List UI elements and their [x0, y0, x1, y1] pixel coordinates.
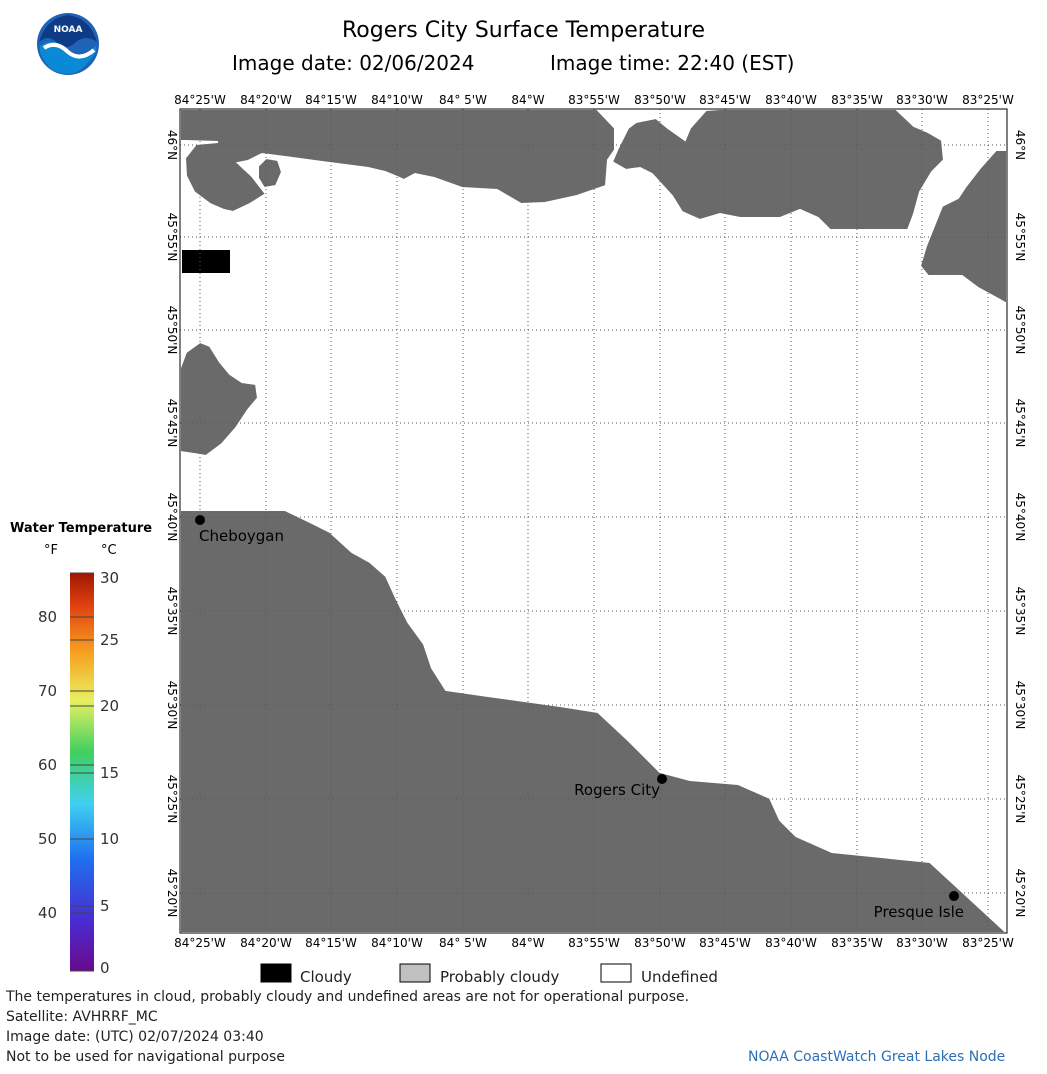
unit-celsius: °C — [101, 543, 117, 558]
satellite-text: Satellite: AVHRRF_MC — [6, 1009, 158, 1025]
lat-label: 46°N — [165, 130, 179, 160]
legend-box-cloudy — [260, 963, 292, 983]
lat-label: 45°45'N — [1013, 399, 1027, 448]
nav-warning-text: Not to be used for navigational purpose — [6, 1049, 285, 1065]
legend-box-undefined — [600, 963, 632, 983]
disclaimer-text: The temperatures in cloud, probably clou… — [6, 989, 690, 1005]
lon-label: 84°20'W — [240, 936, 292, 950]
lon-label: 83°55'W — [568, 93, 620, 107]
lat-label: 45°55'N — [1013, 213, 1027, 262]
credit-text: NOAA CoastWatch Great Lakes Node — [748, 1049, 1006, 1065]
noaa-logo-icon: NOAA — [37, 13, 99, 75]
lon-label: 84°W — [511, 93, 544, 107]
f-tick: 40 — [38, 904, 58, 922]
lat-label: 45°35'N — [1013, 587, 1027, 636]
lat-label: 45°35'N — [165, 587, 179, 636]
lat-label: 45°30'N — [165, 681, 179, 730]
image-time: Image time: 22:40 (EST) — [550, 51, 795, 75]
lon-label: 84°15'W — [305, 93, 357, 107]
lon-label: 83°45'W — [699, 936, 751, 950]
lon-label: 84° 5'W — [439, 93, 487, 107]
f-tick: 80 — [38, 608, 58, 626]
lon-label: 83°50'W — [634, 93, 686, 107]
legend-label-undefined: Undefined — [641, 968, 718, 986]
lat-label: 46°N — [1013, 130, 1027, 160]
land-north-east — [918, 149, 1008, 306]
lon-labels-top: 84°25'W 84°20'W 84°15'W 84°10'W 84° 5'W … — [174, 93, 1014, 107]
cloud-patch — [182, 250, 230, 273]
lon-label: 83°25'W — [962, 936, 1014, 950]
c-tick: 15 — [100, 764, 120, 782]
lon-label: 83°55'W — [568, 936, 620, 950]
f-tick: 70 — [38, 682, 58, 700]
city-dot-cheboygan — [195, 515, 205, 525]
lat-label: 45°25'N — [1013, 775, 1027, 824]
lon-label: 83°45'W — [699, 93, 751, 107]
graticule — [180, 109, 1007, 933]
lat-label: 45°40'N — [1013, 493, 1027, 542]
lat-label: 45°40'N — [165, 493, 179, 542]
f-tick: 60 — [38, 756, 58, 774]
lat-label: 45°20'N — [1013, 869, 1027, 918]
city-label-rogers-city: Rogers City — [574, 781, 660, 799]
c-tick: 25 — [100, 631, 120, 649]
f-tick: 50 — [38, 830, 58, 848]
lon-label: 84°20'W — [240, 93, 292, 107]
lon-label: 83°30'W — [896, 93, 948, 107]
city-label-presque-isle: Presque Isle — [874, 903, 964, 921]
lat-labels-left: 46°N 45°55'N 45°50'N 45°45'N 45°40'N 45°… — [165, 130, 179, 918]
city-label-cheboygan: Cheboygan — [199, 527, 284, 545]
c-tick: 0 — [100, 959, 110, 977]
color-scale-ticks — [70, 572, 94, 972]
land-islet — [257, 156, 284, 190]
lon-label: 84°25'W — [174, 93, 226, 107]
lat-label: 45°30'N — [1013, 681, 1027, 730]
noaa-logo-text: NOAA — [54, 25, 83, 35]
lon-label: 84°25'W — [174, 936, 226, 950]
c-tick: 10 — [100, 830, 120, 848]
legend-box-probably-cloudy — [399, 963, 431, 983]
lon-label: 83°50'W — [634, 936, 686, 950]
unit-fahrenheit: °F — [44, 543, 58, 558]
land-bois-blanc-island — [179, 340, 260, 458]
image-date: Image date: 02/06/2024 — [232, 51, 475, 75]
city-dot-presque-isle — [949, 891, 959, 901]
land-north-center — [610, 108, 946, 231]
lat-label: 45°50'N — [165, 306, 179, 355]
c-tick: 30 — [100, 569, 120, 587]
lat-label: 45°25'N — [165, 775, 179, 824]
lon-label: 83°40'W — [765, 936, 817, 950]
land-north-west — [179, 108, 616, 214]
lon-label: 83°35'W — [831, 93, 883, 107]
legend-label-cloudy: Cloudy — [300, 968, 352, 986]
city-dot-rogers-city — [657, 774, 667, 784]
color-scale-bar — [70, 573, 94, 971]
lon-label: 84°10'W — [371, 93, 423, 107]
lon-label: 84° 5'W — [439, 936, 487, 950]
lon-label: 84°10'W — [371, 936, 423, 950]
lat-label: 45°20'N — [165, 869, 179, 918]
lon-label: 84°15'W — [305, 936, 357, 950]
lat-label: 45°55'N — [165, 213, 179, 262]
map-title: Rogers City Surface Temperature — [341, 18, 706, 43]
c-tick: 5 — [100, 897, 110, 915]
c-tick: 20 — [100, 697, 120, 715]
utc-date-text: Image date: (UTC) 02/07/2024 03:40 — [6, 1029, 264, 1045]
color-scale-title: Water Temperature — [10, 521, 153, 536]
lat-labels-right: 46°N 45°55'N 45°50'N 45°45'N 45°40'N 45°… — [1013, 130, 1027, 918]
city-markers: Cheboygan Rogers City Presque Isle — [195, 515, 964, 921]
map-border — [179, 108, 1008, 934]
lon-label: 83°25'W — [962, 93, 1014, 107]
lon-label: 83°35'W — [831, 936, 883, 950]
lon-labels-bottom: 84°25'W 84°20'W 84°15'W 84°10'W 84° 5'W … — [174, 936, 1014, 950]
lon-label: 83°30'W — [896, 936, 948, 950]
lon-label: 84°W — [511, 936, 544, 950]
lat-label: 45°45'N — [165, 399, 179, 448]
lon-label: 83°40'W — [765, 93, 817, 107]
legend-label-probably-cloudy: Probably cloudy — [440, 968, 560, 986]
lat-label: 45°50'N — [1013, 306, 1027, 355]
